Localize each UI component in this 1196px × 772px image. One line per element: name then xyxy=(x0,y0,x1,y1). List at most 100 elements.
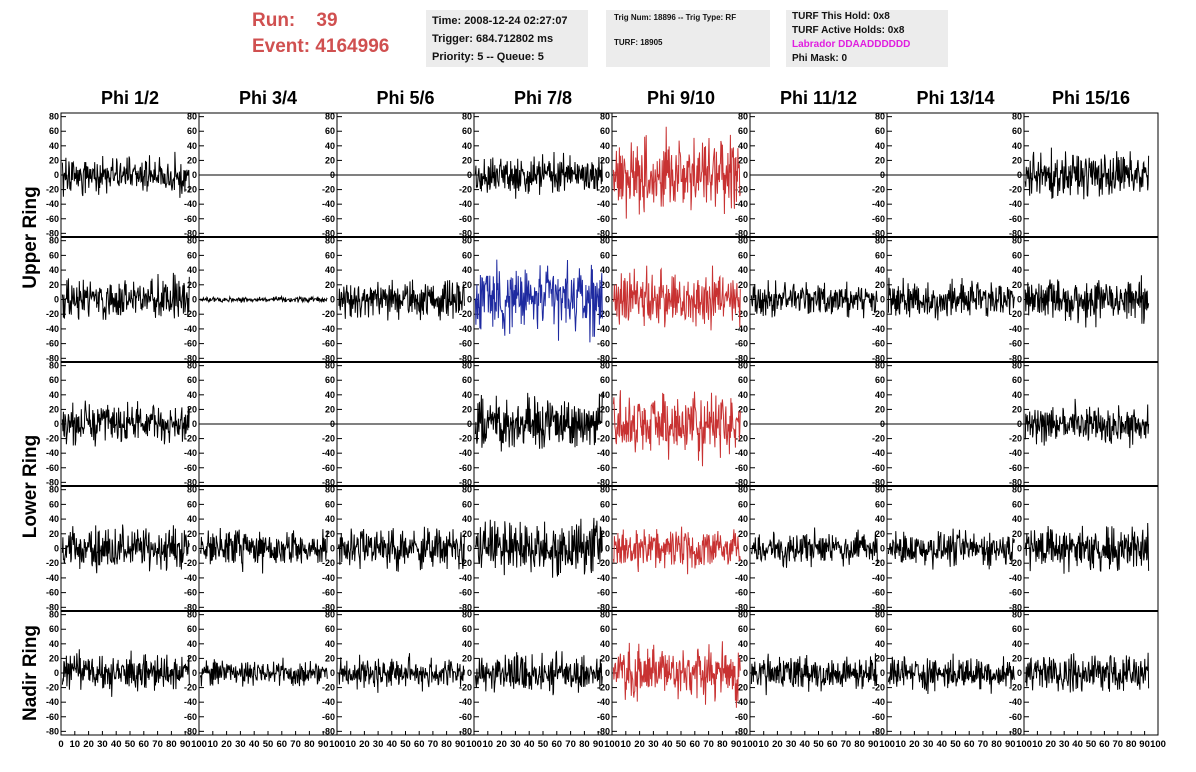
y-tick-label: 40 xyxy=(600,390,610,400)
y-tick-label: 60 xyxy=(1012,375,1022,385)
x-tick-label: 90 xyxy=(180,739,191,750)
x-tick-label: 70 xyxy=(841,739,852,750)
x-tick-label: 60 xyxy=(964,739,975,750)
y-tick-label: 20 xyxy=(1012,404,1022,414)
x-tick-label: 40 xyxy=(111,739,122,750)
y-tick-label: -60 xyxy=(46,339,59,349)
x-tick-label: 60 xyxy=(827,739,838,750)
y-tick-label: 60 xyxy=(462,375,472,385)
x-tick-label: 80 xyxy=(717,739,728,750)
y-tick-label: 20 xyxy=(325,529,335,539)
waveform-trace xyxy=(474,392,603,452)
waveform-trace xyxy=(1024,398,1150,449)
x-tick-label: 60 xyxy=(277,739,288,750)
x-tick-label: 90 xyxy=(318,739,329,750)
y-tick-label: 40 xyxy=(49,141,59,151)
y-tick-label: 0 xyxy=(743,295,748,305)
y-tick-label: -20 xyxy=(322,185,335,195)
y-tick-label: -40 xyxy=(322,697,335,707)
ring-label: Lower Ring xyxy=(20,435,41,538)
y-tick-label: 80 xyxy=(875,610,885,620)
x-tick-label: 80 xyxy=(579,739,590,750)
y-tick-label: -80 xyxy=(1009,602,1022,612)
y-tick-label: -80 xyxy=(184,228,197,238)
x-tick-label: 80 xyxy=(991,739,1002,750)
y-tick-label: -40 xyxy=(735,324,748,334)
x-tick-label: 80 xyxy=(441,739,452,750)
y-tick-label: -20 xyxy=(459,185,472,195)
y-tick-label: -40 xyxy=(597,448,610,458)
y-tick-label: -60 xyxy=(597,463,610,473)
y-tick-label: 80 xyxy=(187,112,197,122)
x-tick-label: 60 xyxy=(552,739,563,750)
y-tick-label: -40 xyxy=(459,573,472,583)
y-tick-label: 40 xyxy=(738,141,748,151)
y-tick-label: -60 xyxy=(184,712,197,722)
y-tick-label: -80 xyxy=(735,228,748,238)
y-tick-label: 0 xyxy=(880,295,885,305)
y-tick-label: 80 xyxy=(49,361,59,371)
y-tick-label: 60 xyxy=(325,126,335,136)
y-tick-label: 20 xyxy=(875,653,885,663)
y-tick-label: -20 xyxy=(184,434,197,444)
x-tick-label: 80 xyxy=(1126,739,1137,750)
x-tick-label: 10 xyxy=(483,739,494,750)
y-tick-label: 0 xyxy=(880,668,885,678)
x-tick-label: 40 xyxy=(249,739,260,750)
y-tick-label: -40 xyxy=(735,199,748,209)
x-tick-label: 40 xyxy=(387,739,398,750)
waveform-trace xyxy=(61,272,190,320)
y-tick-label: 80 xyxy=(738,112,748,122)
ring-label: Upper Ring xyxy=(20,186,41,288)
y-tick-label: 40 xyxy=(325,390,335,400)
y-tick-label: 0 xyxy=(330,295,335,305)
y-tick-label: -60 xyxy=(184,339,197,349)
y-tick-label: 20 xyxy=(600,529,610,539)
y-tick-label: -40 xyxy=(597,324,610,334)
y-tick-label: 40 xyxy=(1012,514,1022,524)
y-tick-label: -60 xyxy=(597,588,610,598)
y-tick-label: 80 xyxy=(49,485,59,495)
trig-num-panel: Trig Num: 18896 -- Trig Type: RF TURF: 1… xyxy=(606,10,770,67)
y-tick-label: -40 xyxy=(597,573,610,583)
y-tick-label: 0 xyxy=(54,295,59,305)
y-tick-label: -80 xyxy=(597,477,610,487)
x-tick-label: 100 xyxy=(1150,739,1166,750)
y-tick-label: -60 xyxy=(872,214,885,224)
y-tick-label: 40 xyxy=(600,514,610,524)
x-tick-label: 90 xyxy=(868,739,879,750)
y-tick-label: 20 xyxy=(462,529,472,539)
waveform-trace xyxy=(199,657,328,687)
y-tick-label: 80 xyxy=(1012,112,1022,122)
waveform-trace xyxy=(750,280,878,319)
y-tick-label: -60 xyxy=(459,712,472,722)
x-tick-label: 100 xyxy=(191,739,207,750)
y-tick-label: 0 xyxy=(605,668,610,678)
y-tick-label: -80 xyxy=(597,228,610,238)
y-tick-label: -20 xyxy=(1009,434,1022,444)
x-tick-label: 60 xyxy=(139,739,150,750)
y-tick-label: 80 xyxy=(325,485,335,495)
y-tick-label: 80 xyxy=(325,610,335,620)
x-tick-label: 20 xyxy=(634,739,645,750)
y-tick-label: -60 xyxy=(597,214,610,224)
y-tick-label: -40 xyxy=(1009,448,1022,458)
y-tick-label: -80 xyxy=(322,477,335,487)
y-tick-label: 40 xyxy=(600,141,610,151)
y-tick-label: -40 xyxy=(872,448,885,458)
y-tick-label: 80 xyxy=(875,236,885,246)
y-tick-label: -20 xyxy=(322,683,335,693)
y-tick-label: -20 xyxy=(735,683,748,693)
y-tick-label: 0 xyxy=(192,295,197,305)
y-tick-label: -40 xyxy=(872,697,885,707)
x-tick-label: 70 xyxy=(565,739,576,750)
column-header: Phi 1/2 xyxy=(101,88,159,108)
y-tick-label: 80 xyxy=(600,485,610,495)
y-tick-label: 60 xyxy=(325,250,335,260)
y-tick-label: 0 xyxy=(605,544,610,554)
y-tick-label: 0 xyxy=(743,544,748,554)
y-tick-label: -60 xyxy=(1009,214,1022,224)
y-tick-label: 60 xyxy=(49,499,59,509)
x-tick-label: 100 xyxy=(466,739,482,750)
y-tick-label: -40 xyxy=(597,697,610,707)
